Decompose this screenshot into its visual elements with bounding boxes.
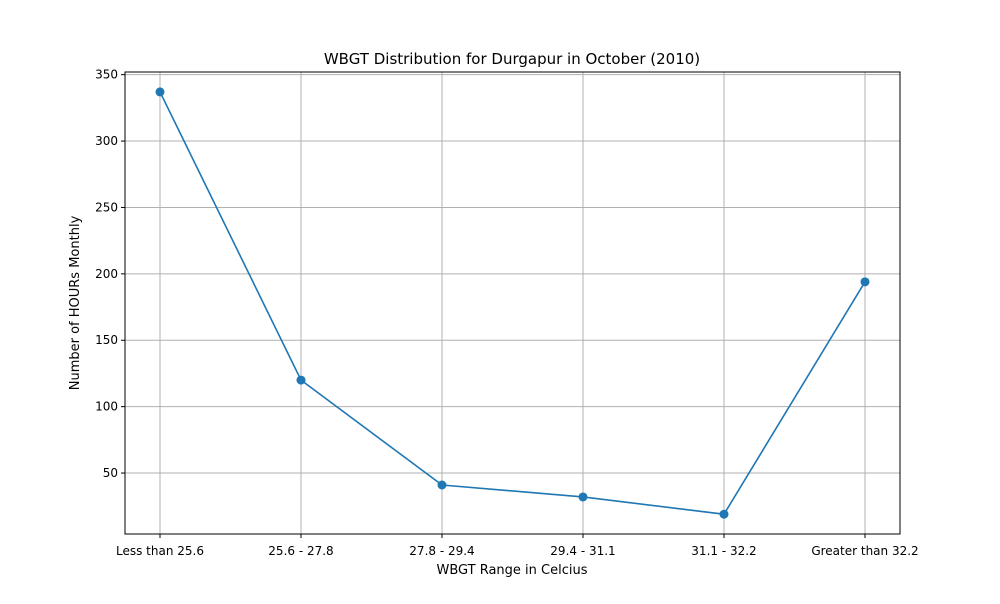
series-layer xyxy=(155,87,870,519)
x-axis-label: WBGT Range in Celcius xyxy=(436,563,587,578)
y-tick-label: 100 xyxy=(95,400,118,414)
plot-frame xyxy=(124,71,901,535)
x-tick-label: Greater than 32.2 xyxy=(811,544,918,558)
grid xyxy=(125,72,900,534)
data-point xyxy=(296,375,306,385)
x-tick-label: 25.6 - 27.8 xyxy=(268,544,333,558)
data-point xyxy=(860,277,870,287)
data-point xyxy=(155,87,165,97)
chart-title: WBGT Distribution for Durgapur in Octobe… xyxy=(324,50,700,68)
y-tick-label: 300 xyxy=(95,134,118,148)
y-tick-label: 150 xyxy=(95,333,118,347)
y-tick-label: 250 xyxy=(95,200,118,214)
x-tick-label: 29.4 - 31.1 xyxy=(550,544,615,558)
ticks: Less than 25.6 25.6 - 27.8 27.8 - 29.4 29.4… xyxy=(95,68,919,558)
y-tick-label: 350 xyxy=(95,68,118,82)
x-tick-label: 31.1 - 32.2 xyxy=(691,544,756,558)
x-tick-label: Less than 25.6 xyxy=(116,544,204,558)
data-point xyxy=(437,480,447,490)
x-tick-label: 27.8 - 29.4 xyxy=(409,544,474,558)
y-tick-label: 200 xyxy=(95,267,118,281)
data-point xyxy=(719,509,729,519)
data-point xyxy=(578,492,588,502)
series-line xyxy=(159,91,866,516)
y-tick-label: 50 xyxy=(103,466,118,480)
y-axis-label: Number of HOURs Monthly xyxy=(68,215,83,390)
